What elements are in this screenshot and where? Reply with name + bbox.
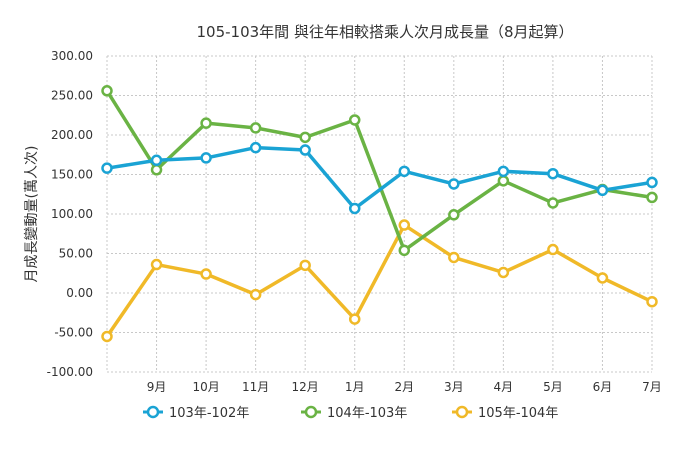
- data-point[interactable]: [497, 165, 510, 178]
- legend-item[interactable]: 103年-102年: [143, 405, 249, 421]
- series-line: [105, 89, 654, 253]
- data-point[interactable]: [348, 202, 361, 215]
- data-point[interactable]: [101, 162, 113, 174]
- data-point[interactable]: [497, 175, 510, 187]
- x-tick-label: 6月: [593, 380, 613, 394]
- data-point[interactable]: [200, 152, 212, 164]
- y-tick-label: -100.00: [47, 365, 93, 379]
- x-tick-label: 9月: [147, 380, 167, 394]
- legend-item[interactable]: 104年-103年: [301, 405, 407, 421]
- data-point[interactable]: [249, 122, 262, 134]
- data-point[interactable]: [596, 184, 609, 197]
- data-point[interactable]: [646, 191, 658, 204]
- data-point[interactable]: [646, 295, 658, 308]
- legend-item[interactable]: 105年-104年: [452, 405, 558, 421]
- x-tick-label: 4月: [494, 380, 514, 394]
- data-point[interactable]: [101, 85, 113, 97]
- y-axis-label: 月成長變動量(萬人次): [24, 146, 40, 283]
- data-point[interactable]: [299, 131, 311, 144]
- series-3: [101, 219, 658, 343]
- x-tick-label: 1月: [345, 380, 365, 394]
- series-2: [101, 85, 658, 257]
- data-point[interactable]: [101, 330, 113, 343]
- data-point[interactable]: [448, 209, 460, 221]
- y-tick-label: 200.00: [51, 128, 93, 142]
- data-point[interactable]: [200, 268, 212, 280]
- data-point[interactable]: [448, 251, 460, 264]
- x-tick-label: 7月: [642, 380, 662, 394]
- x-tick-label: 11月: [242, 380, 269, 394]
- grid: [106, 55, 653, 373]
- data-point[interactable]: [150, 154, 163, 167]
- data-point[interactable]: [646, 176, 658, 189]
- data-point[interactable]: [150, 258, 163, 271]
- data-point[interactable]: [398, 165, 411, 178]
- x-tick-label: 5月: [543, 380, 563, 394]
- data-point[interactable]: [398, 244, 411, 257]
- data-point[interactable]: [249, 141, 262, 154]
- legend-label: 104年-103年: [327, 406, 407, 421]
- y-tick-label: 250.00: [51, 89, 93, 103]
- data-point[interactable]: [497, 266, 510, 279]
- y-tick-label: 100.00: [51, 207, 93, 221]
- data-point[interactable]: [200, 117, 212, 129]
- x-axis-ticks: 9月 10月 11月 12月 1月 2月 3月 4月 5月 6月 7月: [147, 380, 662, 394]
- data-point[interactable]: [299, 259, 311, 272]
- data-point[interactable]: [547, 167, 559, 180]
- series-line: [105, 145, 654, 211]
- data-point[interactable]: [596, 272, 609, 284]
- x-tick-label: 10月: [192, 380, 219, 394]
- x-tick-label: 2月: [394, 380, 414, 394]
- legend-label: 105年-104年: [478, 406, 558, 421]
- y-tick-label: 50.00: [59, 247, 93, 261]
- legend-marker: [455, 405, 469, 419]
- y-tick-label: 150.00: [51, 168, 93, 182]
- legend-label: 103年-102年: [169, 406, 249, 421]
- data-point[interactable]: [249, 288, 262, 301]
- x-tick-label: 3月: [444, 380, 464, 394]
- y-tick-label: -50.00: [54, 326, 93, 340]
- data-point[interactable]: [547, 197, 559, 209]
- series-1: [101, 141, 658, 215]
- y-tick-label: 0.00: [66, 286, 93, 300]
- x-tick-label: 12月: [292, 380, 319, 394]
- legend-marker: [146, 405, 160, 419]
- legend[interactable]: 103年-102年 104年-103年 105年-104年: [143, 405, 558, 421]
- data-point[interactable]: [398, 219, 411, 231]
- y-tick-label: 300.00: [51, 49, 93, 63]
- y-axis-ticks: -100.00 -50.00 0.00 50.00 100.00 150.00 200.00…: [47, 49, 93, 379]
- data-point[interactable]: [348, 114, 361, 126]
- series-lines: [101, 85, 658, 343]
- data-point[interactable]: [299, 144, 311, 156]
- data-point[interactable]: [348, 313, 361, 325]
- data-point[interactable]: [547, 243, 559, 256]
- legend-marker: [304, 405, 318, 419]
- data-point[interactable]: [448, 178, 460, 190]
- chart-title: 105-103年間 與往年相較搭乘人次月成長量（8月起算）: [197, 23, 574, 41]
- data-point[interactable]: [150, 164, 163, 176]
- series-line: [105, 223, 654, 339]
